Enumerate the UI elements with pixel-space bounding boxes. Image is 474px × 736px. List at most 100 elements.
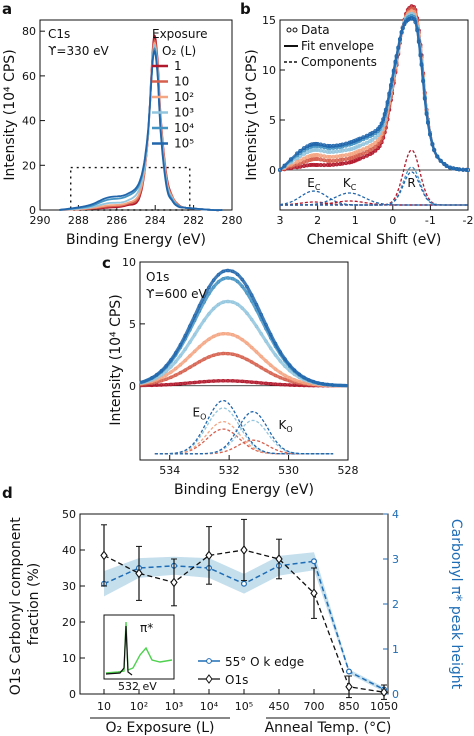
- panel-b-data-point: [370, 142, 375, 147]
- panel-b-data-point: [428, 132, 433, 137]
- panel-b-data-point: [364, 149, 369, 154]
- panel-b-component: [279, 190, 468, 206]
- panel-c-data-point: [207, 285, 211, 290]
- panel-c-data-point: [245, 291, 249, 295]
- panel-c-data-point: [202, 341, 206, 345]
- panel-b-data-point: [308, 162, 313, 167]
- panel-b-data-point: [399, 29, 404, 34]
- panel-c-data-point: [221, 277, 225, 281]
- panel-b-data-point: [318, 157, 323, 162]
- panel-a-legend-subtitle: O₂ (L): [162, 44, 196, 58]
- panel-c-data-point: [173, 351, 178, 355]
- panel-c-component-label: KO: [279, 418, 293, 434]
- panel-c-data-point: [226, 299, 230, 304]
- panel-c-frame: [139, 261, 349, 461]
- panel-c-subtitle: ϒ=600 eV: [146, 287, 208, 301]
- panel-b-data-point: [368, 131, 373, 136]
- panel-d-ytick-label: 0: [69, 688, 76, 701]
- panel-b-data-point: [361, 135, 366, 140]
- panel-c-data-point: [169, 375, 173, 380]
- panel-d-o1s-point: [380, 687, 388, 698]
- panel-b-ytick-label: 5: [269, 114, 276, 127]
- panel-c-data-point: [188, 340, 192, 344]
- panel-b-xtick-label: 0: [389, 214, 396, 227]
- panel-label-c: c: [102, 254, 111, 272]
- panel-c-data-point: [226, 268, 230, 273]
- panel-c-data-point: [207, 355, 211, 359]
- panel-c-data-point: [216, 272, 221, 277]
- panel-b-data-point: [349, 139, 354, 144]
- panel-b-data-point: [308, 157, 313, 162]
- panel-b-data-point: [347, 160, 352, 165]
- panel-c-data-point: [173, 366, 178, 371]
- panel-b-data-point: [340, 142, 345, 147]
- panel-c-data-point: [235, 379, 240, 383]
- panel-c-data-point: [240, 337, 244, 342]
- panel-c-data-point: [188, 381, 192, 385]
- panel-d-o1s-point: [100, 550, 108, 561]
- panel-b-data-point: [364, 140, 369, 145]
- panel-b-data-point: [454, 166, 459, 171]
- panel-b-data-point: [373, 140, 378, 145]
- panel-c-data-point: [235, 335, 240, 339]
- panel-label-b: b: [240, 0, 251, 18]
- panel-a-ytick-label: 60: [22, 70, 36, 83]
- panel-b-data-point: [364, 133, 369, 138]
- panel-b-data-point: [382, 112, 387, 117]
- panel-c-title: O1s: [146, 270, 169, 284]
- panel-a: 290 288 286 284 282 280 0 20 40 60 80 C1s ϒ=330 eV…: [2, 19, 243, 248]
- panel-c-data-point: [283, 373, 287, 378]
- panel-d-ytick-label: 20: [62, 616, 76, 629]
- panel-c-data-point: [292, 378, 297, 382]
- panel-b-data-point: [391, 68, 396, 73]
- panel-b-data-point: [322, 154, 327, 159]
- panel-c-ylabel: Intensity (10⁴ CPS): [108, 294, 124, 425]
- panel-c-data-point: [178, 362, 183, 367]
- panel-c-data-point: [249, 360, 254, 364]
- panel-a-zoom-box: [70, 166, 191, 211]
- panel-c-data-point: [235, 353, 240, 358]
- panel-b-data-point: [302, 146, 307, 151]
- panel-b-data-point: [397, 37, 402, 42]
- panel-b-data-point: [353, 158, 358, 163]
- panel-c-data-point: [297, 372, 302, 376]
- panel-c-data-point: [183, 347, 187, 351]
- panel-c-data-point: [259, 365, 263, 370]
- panel-b-data-point: [457, 167, 462, 172]
- panel-c-data-point: [230, 276, 235, 281]
- panel-b-data-point: [370, 130, 375, 135]
- panel-c: 534 532 530 528 0 5 10 EO KO O1s ϒ=600 eV Bindi…: [108, 256, 359, 498]
- panel-c-data-point: [292, 368, 297, 372]
- panel-a-xtick-label: 290: [30, 214, 51, 227]
- panel-b-data-point: [347, 152, 352, 157]
- panel-c-data-point: [226, 351, 230, 356]
- panel-b-data-point: [377, 135, 382, 140]
- panel-c-xtick-label: 528: [338, 464, 359, 477]
- panel-c-data-point: [192, 380, 197, 385]
- panel-b-data-point: [318, 148, 323, 153]
- panel-b-data-point: [349, 151, 354, 156]
- panel-c-data-point: [235, 272, 240, 277]
- panel-d-inset-black: [105, 625, 133, 676]
- panel-c-data-point: [330, 383, 335, 387]
- panel-d-inset-xlabel: 532 eV: [118, 680, 157, 693]
- panel-c-data-point: [283, 357, 287, 361]
- panel-c-data-point: [173, 373, 178, 377]
- panel-c-data-point: [254, 380, 259, 385]
- panel-c-data-point: [249, 317, 254, 322]
- panel-b-ytick-label: 0: [269, 164, 276, 177]
- panel-c-data-point: [173, 382, 178, 386]
- panel-c-data-point: [240, 306, 244, 310]
- panel-c-data-point: [283, 377, 287, 382]
- panel-c-data-point: [221, 379, 225, 383]
- panel-b-data-point: [311, 162, 316, 167]
- panel-c-data-point: [221, 300, 225, 304]
- panel-a-subtitle: ϒ=330 eV: [48, 44, 110, 58]
- panel-c-data-point: [245, 357, 249, 362]
- panel-c-component-labels: EO KO: [192, 406, 292, 434]
- panel-d-xtick-label: 10²: [130, 700, 148, 713]
- panel-c-data-point: [321, 382, 325, 386]
- panel-d-xtick-label: 10⁵: [235, 700, 253, 713]
